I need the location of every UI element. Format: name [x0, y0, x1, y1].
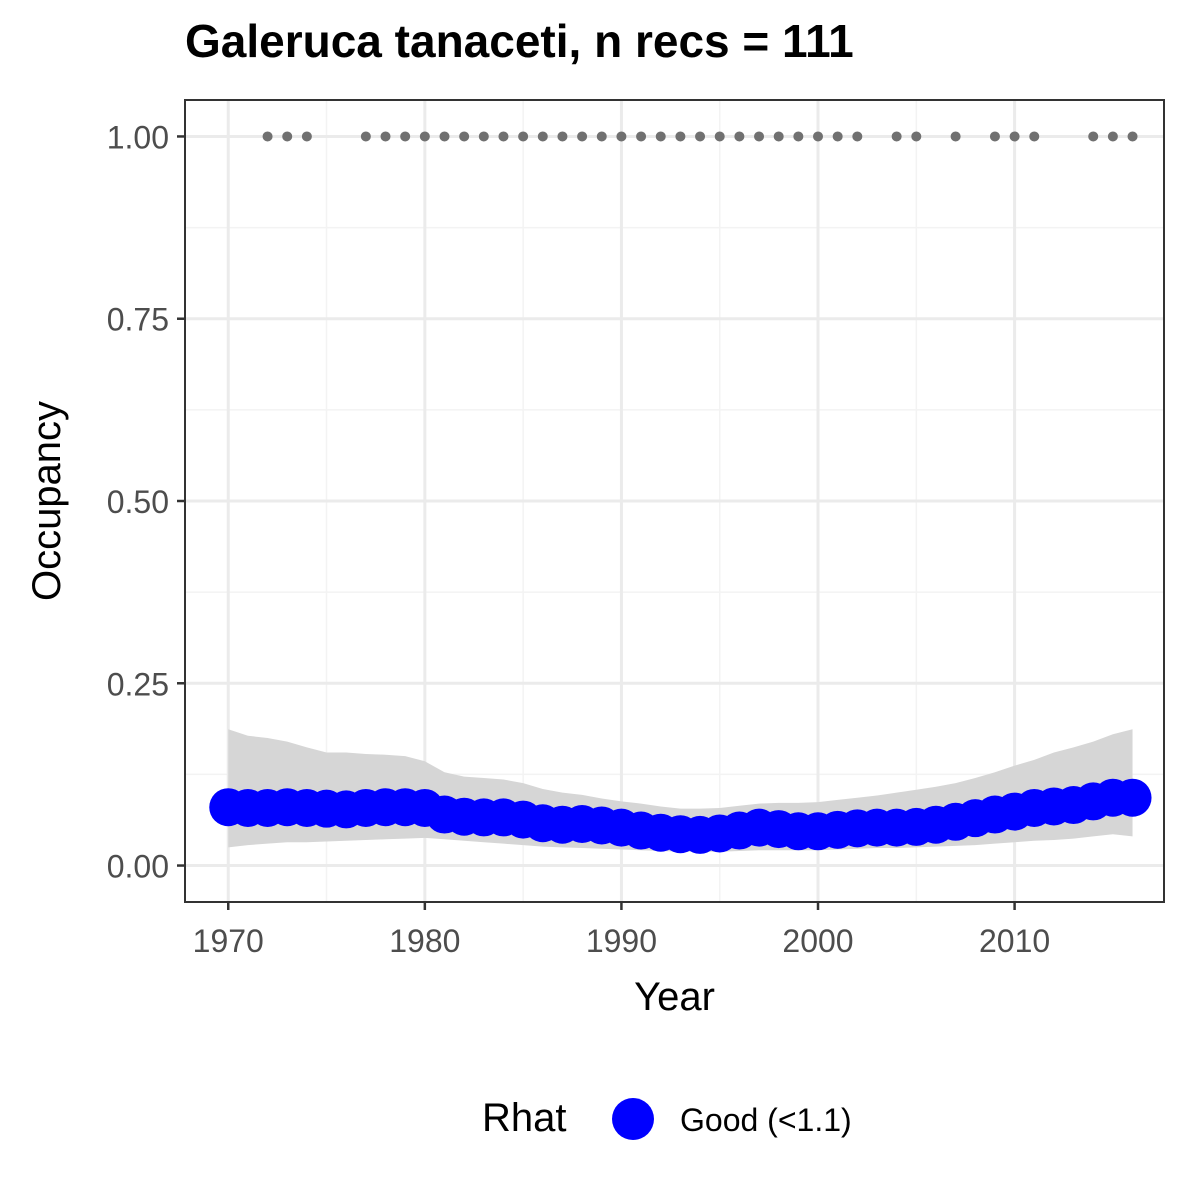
x-axis-title: Year — [634, 975, 715, 1019]
y-tick-label: 0.00 — [107, 849, 169, 885]
record-point — [813, 131, 824, 142]
record-point — [950, 131, 961, 142]
record-point — [577, 131, 588, 142]
legend-label-good: Good (<1.1) — [680, 1102, 852, 1138]
record-point — [262, 131, 273, 142]
x-tick-label: 1980 — [389, 923, 460, 959]
record-point — [1088, 131, 1099, 142]
record-point — [439, 131, 450, 142]
record-point — [1127, 131, 1138, 142]
y-axis-title: Occupancy — [25, 401, 69, 601]
record-point — [1009, 131, 1020, 142]
records-layer — [262, 131, 1138, 142]
chart-title: Galeruca tanaceti, n recs = 111 — [185, 15, 854, 67]
y-tick-label: 0.25 — [107, 666, 169, 702]
y-tick-label: 1.00 — [107, 119, 169, 155]
x-tick-label: 1990 — [586, 923, 657, 959]
record-point — [498, 131, 509, 142]
record-point — [754, 131, 765, 142]
record-point — [380, 131, 391, 142]
record-point — [360, 131, 371, 142]
record-point — [1107, 131, 1118, 142]
record-point — [714, 131, 725, 142]
record-point — [616, 131, 627, 142]
record-point — [537, 131, 548, 142]
record-point — [695, 131, 706, 142]
record-point — [793, 131, 804, 142]
record-point — [596, 131, 607, 142]
axis-layer: 0.00 0.25 0.50 0.75 1.00 1970 1980 1990 2000 2010 — [107, 119, 1050, 959]
x-tick-label: 2000 — [782, 923, 853, 959]
record-point — [636, 131, 647, 142]
y-tick-label: 0.75 — [107, 302, 169, 338]
record-point — [655, 131, 666, 142]
record-point — [400, 131, 411, 142]
record-point — [419, 131, 430, 142]
occupancy-chart: 0.00 0.25 0.50 0.75 1.00 1970 1980 1990 2000 2010… — [25, 99, 1165, 1019]
x-tick-label: 2010 — [979, 923, 1050, 959]
record-point — [852, 131, 863, 142]
record-point — [832, 131, 843, 142]
record-point — [282, 131, 293, 142]
record-point — [734, 131, 745, 142]
legend-key-good — [612, 1098, 654, 1140]
record-point — [557, 131, 568, 142]
record-point — [675, 131, 686, 142]
record-point — [989, 131, 1000, 142]
record-point — [773, 131, 784, 142]
record-point — [891, 131, 902, 142]
record-point — [518, 131, 529, 142]
record-point — [301, 131, 312, 142]
legend: Rhat Good (<1.1) — [0, 1090, 1200, 1150]
x-tick-label: 1970 — [193, 923, 264, 959]
record-point — [478, 131, 489, 142]
record-point — [459, 131, 470, 142]
y-tick-label: 0.50 — [107, 484, 169, 520]
series-layer — [209, 778, 1152, 854]
legend-title: Rhat — [482, 1096, 567, 1140]
occupancy-point — [1113, 778, 1152, 817]
record-point — [1029, 131, 1040, 142]
record-point — [911, 131, 922, 142]
